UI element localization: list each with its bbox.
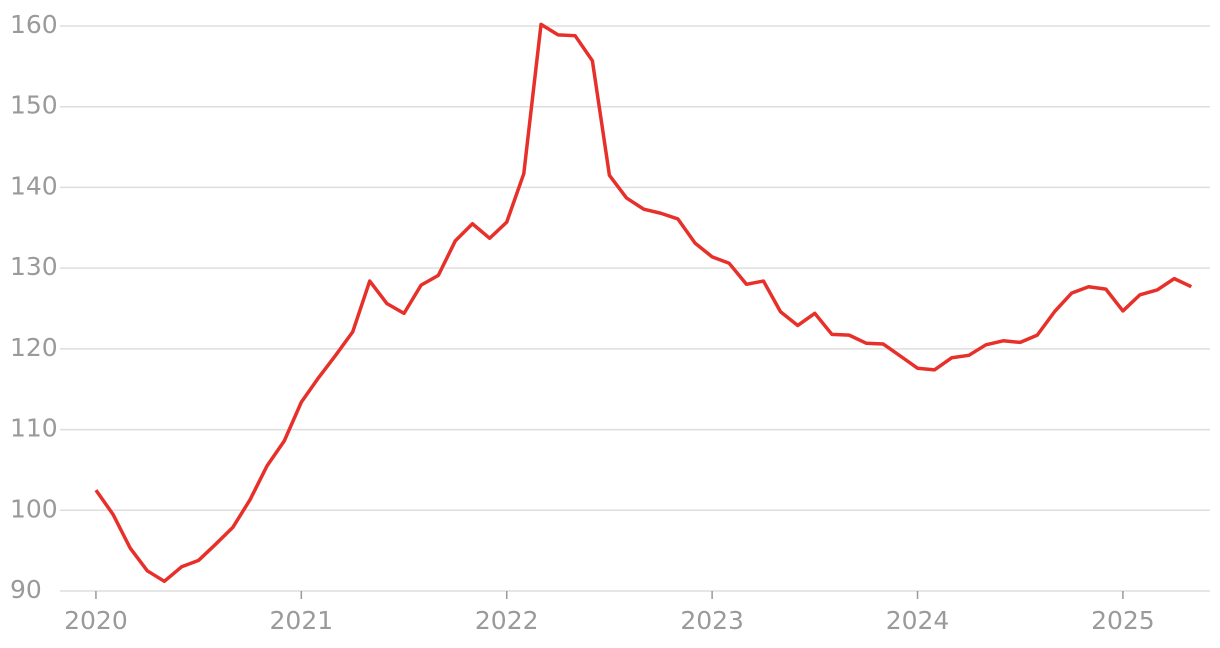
x-tick-label: 2022 [475, 606, 539, 635]
x-tick-label: 2025 [1091, 606, 1155, 635]
x-tick-label: 2020 [64, 606, 128, 635]
y-tick-label: 130 [10, 252, 58, 281]
x-tick-label: 2024 [886, 606, 950, 635]
y-tick-label: 100 [10, 494, 58, 523]
y-tick-label: 120 [10, 333, 58, 362]
y-tick-label: 160 [10, 10, 58, 39]
y-tick-label: 140 [10, 171, 58, 200]
line [94, 22, 1193, 584]
x-tick-label: 2023 [680, 606, 744, 635]
y-tick-label: 150 [10, 91, 58, 120]
x-tick-label: 2021 [270, 606, 334, 635]
y-tick-label: 90 [10, 575, 42, 604]
y-tick-label: 110 [10, 414, 58, 443]
